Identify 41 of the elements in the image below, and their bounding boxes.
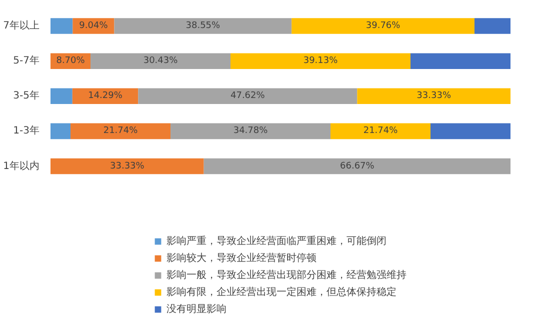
bar [330, 123, 431, 140]
data-label: 33.33% [110, 161, 145, 172]
data-label: 39.76% [366, 21, 401, 32]
legend-label: 影响较大，导致企业经营暂时停顿 [166, 252, 316, 265]
data-label: 8.70% [56, 56, 86, 66]
data-label: 9.04% [79, 21, 108, 32]
legend-label: 影响有限，企业经营出现一定困难，但总体保持稳定 [166, 286, 396, 299]
bar [230, 53, 410, 69]
data-label: 47.62% [230, 91, 266, 102]
y-tick-label: 5-7年 [13, 54, 40, 67]
data-label: 39.13% [303, 56, 338, 66]
data-label: 21.74% [103, 126, 138, 136]
bar [50, 88, 72, 104]
data-label: 30.43% [143, 56, 178, 66]
bar [474, 18, 510, 34]
bar [50, 158, 204, 174]
y-tick-label: 1年以内 [3, 160, 40, 172]
bar [430, 123, 510, 140]
legend-label: 没有明显影响 [166, 303, 226, 316]
bar [50, 18, 73, 34]
bar [357, 88, 510, 104]
bar [292, 18, 474, 34]
bar [50, 123, 71, 140]
data-label: 21.74% [363, 126, 398, 136]
data-label: 38.55% [186, 21, 221, 32]
y-tick-label: 1-3年 [13, 124, 40, 137]
data-label: 66.67% [340, 161, 375, 172]
y-tick-label: 7年以上 [3, 20, 40, 32]
legend-label: 影响一般，导致企业经营出现部分困难，经营勉强维持 [166, 268, 406, 282]
y-tick-label: 3-5年 [13, 90, 40, 102]
data-label: 33.33% [416, 91, 452, 102]
data-label: 14.29% [88, 91, 123, 102]
bar [70, 123, 171, 140]
bar [170, 123, 330, 140]
bar [204, 158, 510, 174]
bar [90, 53, 230, 69]
data-label: 34.78% [233, 126, 268, 136]
bar [410, 53, 510, 69]
legend-label: 影响严重，导致企业经营面临严重困难，可能倒闭 [166, 234, 386, 248]
bar [114, 18, 292, 34]
bar [138, 88, 358, 104]
